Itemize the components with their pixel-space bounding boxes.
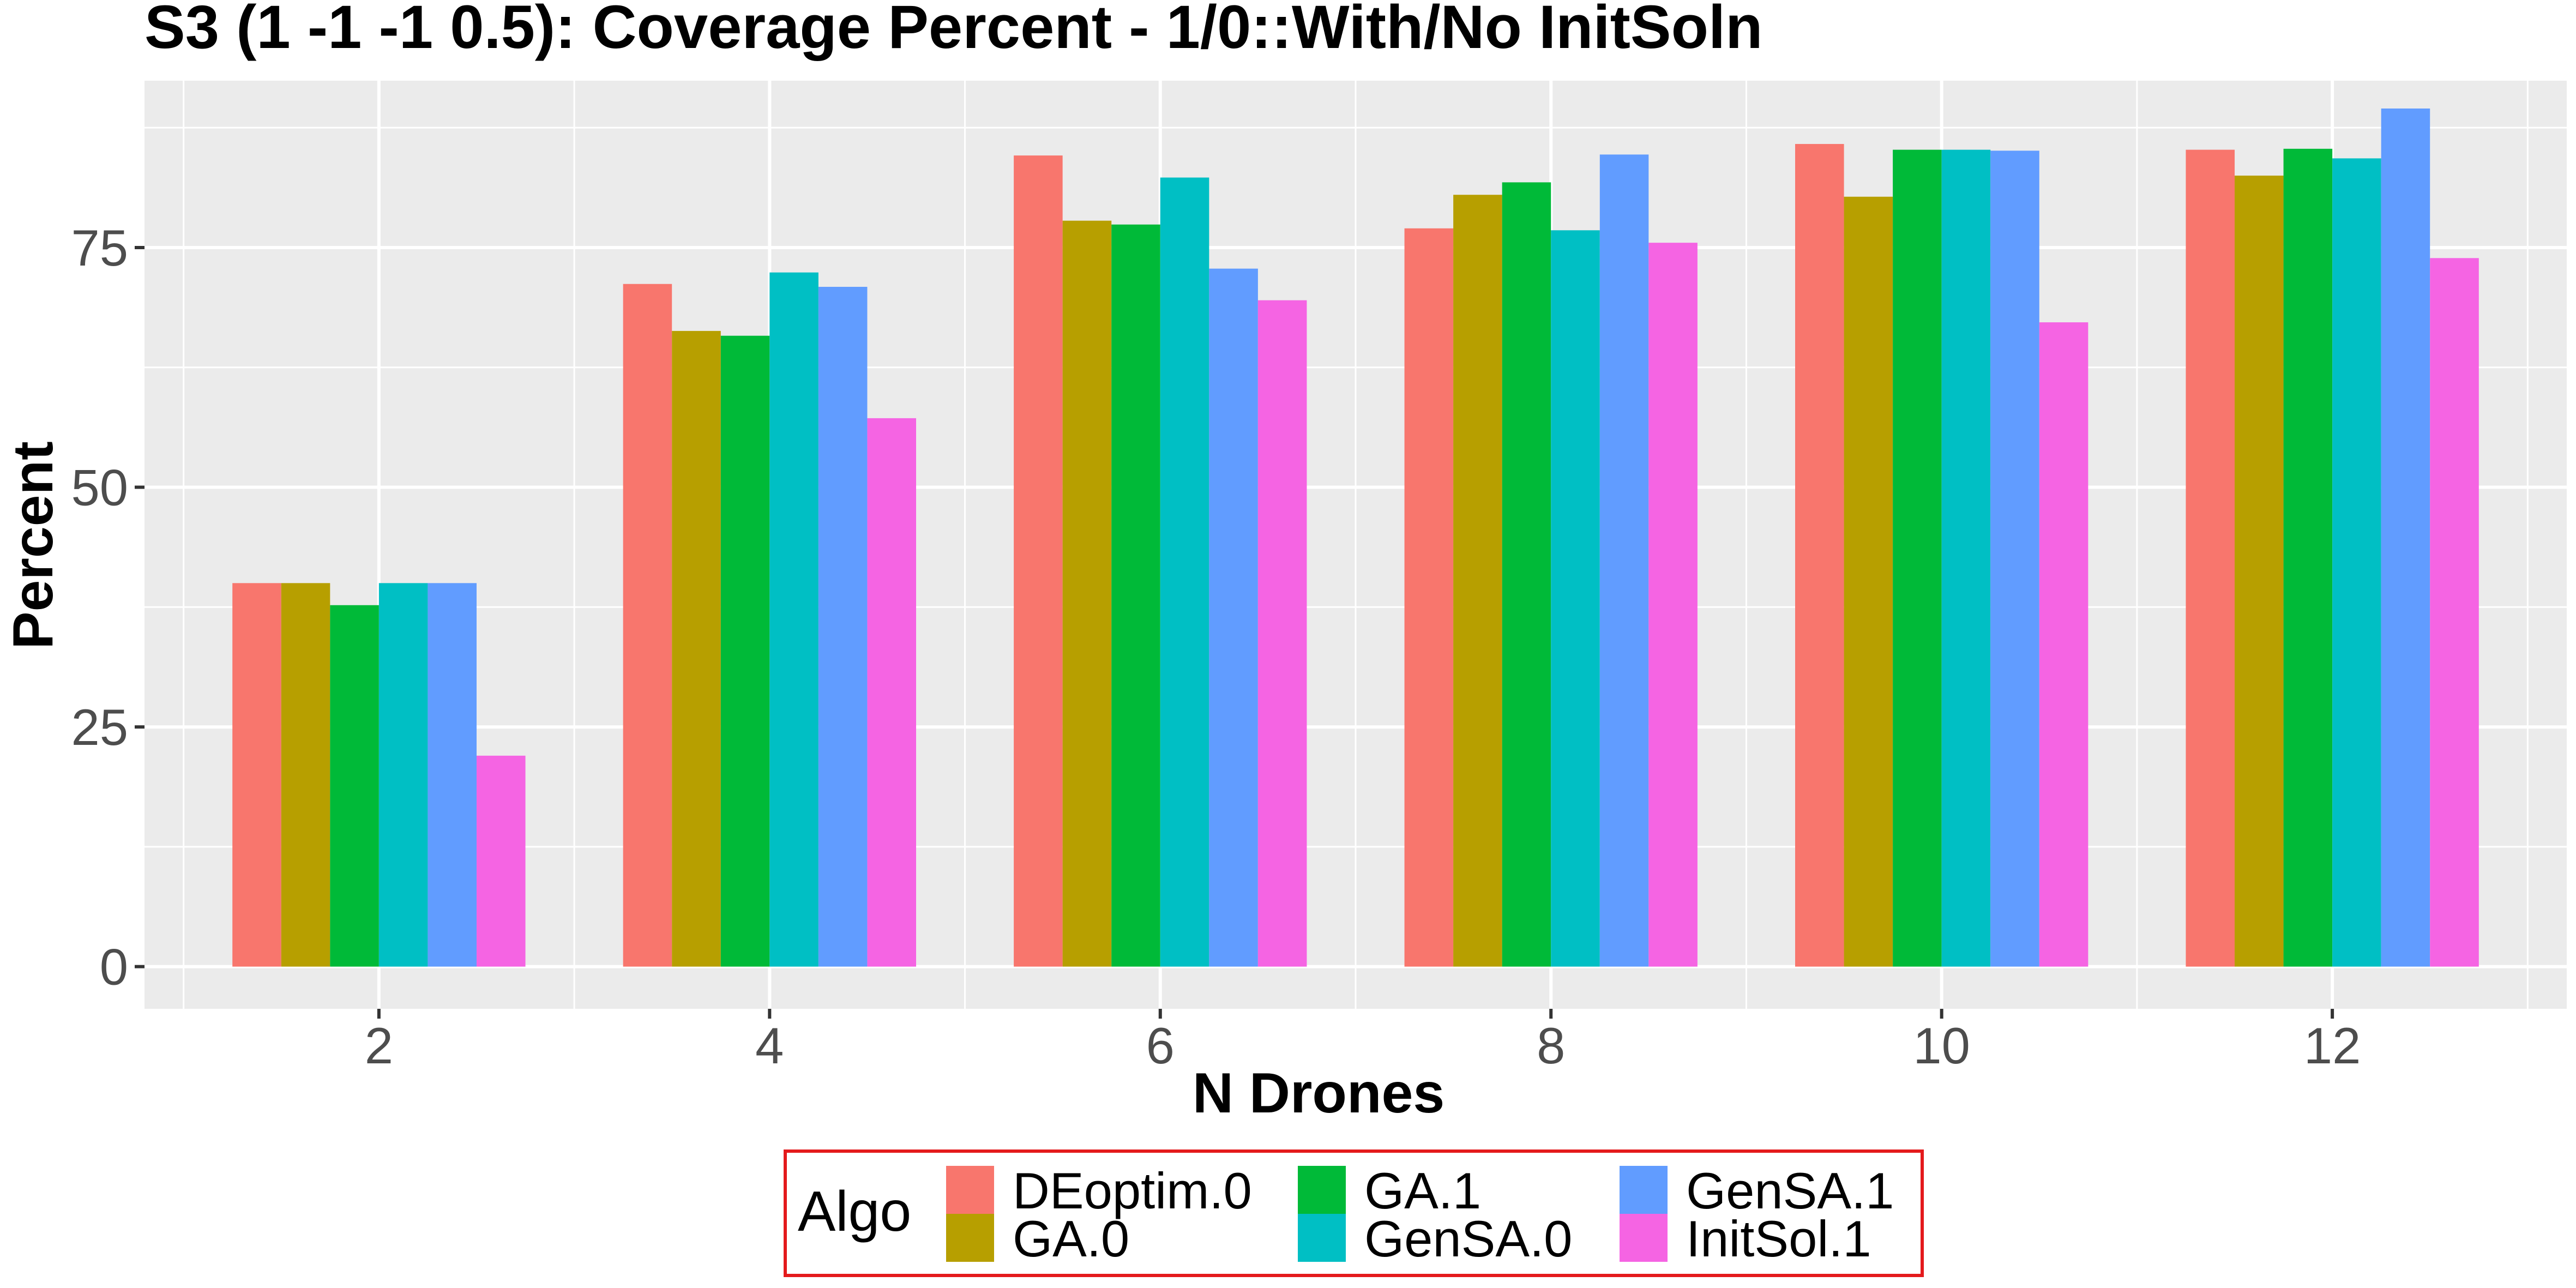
bar-InitSol.1-2 <box>476 755 526 967</box>
y-axis-title: Percent <box>2 441 65 649</box>
bar-InitSol.1-6 <box>1257 300 1307 967</box>
y-tick-label: 25 <box>71 699 128 756</box>
x-axis-title: N Drones <box>1193 1062 1445 1125</box>
legend-item-GenSA.0: GenSA.0 <box>1298 1210 1572 1267</box>
bar-GA.0-12 <box>2235 176 2284 967</box>
legend-label-GA.1: GA.1 <box>1364 1162 1481 1219</box>
legend-key-DEoptim.0 <box>946 1166 994 1214</box>
bar-series-GA.0 <box>281 176 2284 967</box>
legend-item-DEoptim.0: DEoptim.0 <box>946 1162 1252 1219</box>
y-tick-label: 50 <box>71 459 128 516</box>
bar-series-InitSol.1 <box>476 243 2479 967</box>
bar-InitSol.1-8 <box>1648 243 1698 967</box>
bar-GenSA.0-10 <box>1941 149 1991 967</box>
bar-InitSol.1-12 <box>2430 258 2479 967</box>
bar-DEoptim.0-2 <box>232 583 281 967</box>
bar-GenSA.0-8 <box>1551 230 1600 967</box>
x-tick-label: 10 <box>1913 1017 1970 1074</box>
bar-InitSol.1-4 <box>867 418 916 967</box>
bar-GA.0-6 <box>1062 220 1112 967</box>
bar-GenSA.0-2 <box>378 583 428 967</box>
bar-series-DEoptim.0 <box>232 144 2235 967</box>
legend-key-GenSA.0 <box>1298 1214 1346 1262</box>
x-tick-label: 12 <box>2304 1017 2361 1074</box>
bar-series-GenSA.0 <box>378 149 2381 967</box>
y-axis: 0 25 50 75 <box>71 219 145 996</box>
bar-DEoptim.0-12 <box>2186 149 2235 967</box>
x-tick-label: 8 <box>1537 1017 1565 1074</box>
y-tick-label: 75 <box>71 219 128 276</box>
x-tick-label: 6 <box>1146 1017 1175 1074</box>
bar-GenSA.0-4 <box>769 272 818 967</box>
x-axis: 2 4 6 8 10 12 <box>365 1009 2361 1074</box>
bar-GenSA.0-6 <box>1160 177 1209 967</box>
bar-GenSA.1-4 <box>818 287 868 967</box>
bar-GA.0-4 <box>672 330 721 967</box>
bar-GA.1-2 <box>330 605 379 967</box>
bar-series-GenSA.1 <box>428 108 2430 967</box>
bar-DEoptim.0-6 <box>1014 155 1063 967</box>
bar-GA.1-4 <box>720 335 770 967</box>
bar-GA.1-6 <box>1111 224 1160 967</box>
legend-key-InitSol.1 <box>1620 1214 1668 1262</box>
legend-item-InitSol.1: InitSol.1 <box>1620 1210 1871 1267</box>
bar-GA.0-10 <box>1844 196 1893 967</box>
legend-key-GA.1 <box>1298 1166 1346 1214</box>
bar-GA.1-8 <box>1502 182 1551 967</box>
legend-label-GenSA.1: GenSA.1 <box>1686 1162 1894 1219</box>
bar-DEoptim.0-10 <box>1795 144 1844 967</box>
bar-GA.1-12 <box>2283 148 2333 967</box>
bar-GenSA.1-8 <box>1599 154 1649 967</box>
legend-label-InitSol.1: InitSol.1 <box>1686 1210 1871 1267</box>
legend-key-GA.0 <box>946 1214 994 1262</box>
chart-title: S3 (1 -1 -1 0.5): Coverage Percent - 1/0… <box>145 0 1763 61</box>
bar-GenSA.1-2 <box>428 583 477 967</box>
legend-label-GenSA.0: GenSA.0 <box>1364 1210 1572 1267</box>
bar-GA.0-2 <box>281 583 330 967</box>
bar-DEoptim.0-4 <box>623 284 672 967</box>
legend-item-GenSA.1: GenSA.1 <box>1620 1162 1894 1219</box>
bar-GenSA.1-12 <box>2381 108 2430 967</box>
bar-GenSA.1-10 <box>1990 151 2039 967</box>
legend-item-GA.1: GA.1 <box>1298 1162 1481 1219</box>
bar-series-GA.1 <box>330 148 2333 967</box>
bar-GenSA.1-6 <box>1209 268 1258 967</box>
bar-GenSA.0-12 <box>2332 158 2381 967</box>
bar-GA.0-8 <box>1453 195 1502 967</box>
legend-label-GA.0: GA.0 <box>1013 1210 1129 1267</box>
legend-item-GA.0: GA.0 <box>946 1210 1129 1267</box>
x-tick-label: 4 <box>755 1017 784 1074</box>
y-tick-label: 0 <box>100 938 128 996</box>
legend-key-GenSA.1 <box>1620 1166 1668 1214</box>
x-tick-label: 2 <box>365 1017 393 1074</box>
bar-InitSol.1-10 <box>2039 322 2089 967</box>
bar-GA.1-10 <box>1893 149 1942 967</box>
bar-DEoptim.0-8 <box>1404 228 1454 967</box>
plot-panel <box>145 81 2567 1009</box>
legend-label-DEoptim.0: DEoptim.0 <box>1013 1162 1252 1219</box>
legend-title: Algo <box>798 1180 911 1243</box>
